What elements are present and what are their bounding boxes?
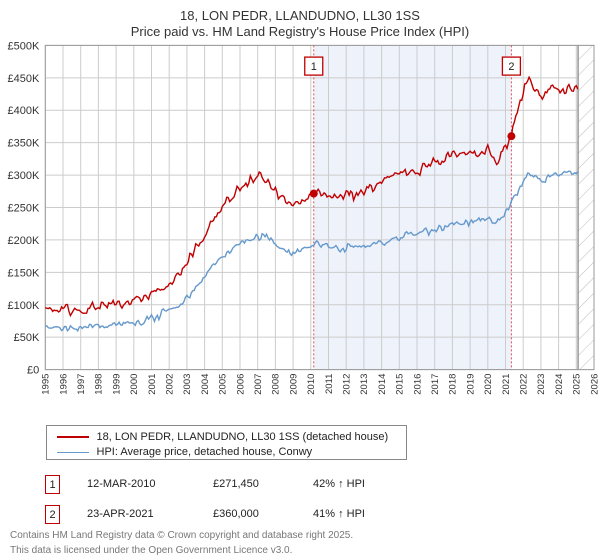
svg-text:2001: 2001 [147, 374, 158, 395]
svg-text:£500K: £500K [7, 40, 39, 52]
svg-text:2006: 2006 [235, 374, 246, 395]
svg-text:2010: 2010 [306, 374, 317, 395]
svg-text:2004: 2004 [200, 374, 211, 395]
svg-text:£300K: £300K [7, 170, 39, 182]
svg-text:1998: 1998 [94, 374, 105, 395]
svg-text:£150K: £150K [7, 267, 39, 279]
svg-text:2013: 2013 [359, 374, 370, 395]
svg-text:2021: 2021 [501, 374, 512, 395]
svg-text:£450K: £450K [7, 73, 39, 85]
svg-text:1995: 1995 [41, 374, 52, 395]
svg-text:£0: £0 [27, 365, 39, 377]
svg-text:2002: 2002 [165, 374, 176, 395]
svg-text:2000: 2000 [129, 374, 140, 395]
svg-text:2005: 2005 [218, 374, 229, 395]
svg-text:2020: 2020 [483, 374, 494, 395]
svg-text:2026: 2026 [589, 374, 600, 395]
svg-text:£100K: £100K [7, 300, 39, 312]
svg-text:£350K: £350K [7, 138, 39, 150]
svg-text:2017: 2017 [430, 374, 441, 395]
svg-text:£400K: £400K [7, 105, 39, 117]
svg-text:2019: 2019 [465, 374, 476, 395]
svg-text:£50K: £50K [14, 332, 40, 344]
svg-text:2016: 2016 [412, 374, 423, 395]
svg-text:2025: 2025 [572, 374, 583, 395]
svg-text:2022: 2022 [519, 374, 530, 395]
svg-text:2023: 2023 [536, 374, 547, 395]
svg-text:2018: 2018 [448, 374, 459, 395]
svg-text:2015: 2015 [395, 374, 406, 395]
svg-text:2011: 2011 [324, 374, 335, 394]
svg-text:2: 2 [508, 61, 514, 73]
svg-text:2003: 2003 [182, 374, 193, 395]
svg-text:£250K: £250K [7, 203, 39, 215]
svg-text:2008: 2008 [271, 374, 282, 395]
svg-text:2014: 2014 [377, 374, 388, 395]
svg-text:2024: 2024 [554, 374, 565, 395]
svg-text:1997: 1997 [76, 374, 87, 395]
svg-text:2009: 2009 [288, 374, 299, 395]
svg-text:1: 1 [311, 61, 317, 73]
svg-text:1999: 1999 [111, 374, 122, 395]
svg-text:2012: 2012 [342, 374, 353, 395]
svg-text:1996: 1996 [58, 374, 69, 395]
svg-text:2007: 2007 [253, 374, 264, 395]
svg-text:£200K: £200K [7, 235, 39, 247]
